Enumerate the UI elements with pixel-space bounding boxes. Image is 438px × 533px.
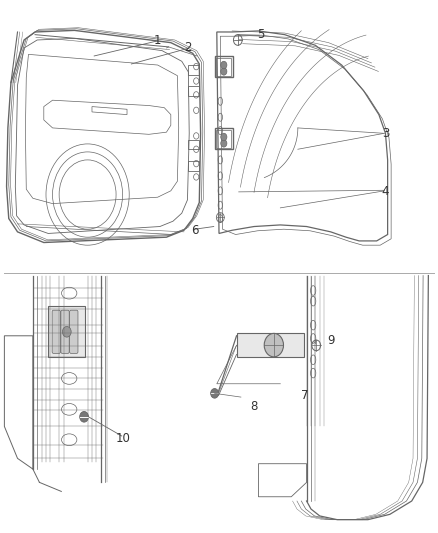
- FancyBboxPatch shape: [70, 310, 78, 353]
- Bar: [237, 333, 304, 357]
- Bar: [188, 86, 199, 96]
- Bar: [215, 56, 233, 77]
- Circle shape: [62, 326, 71, 337]
- Text: 5: 5: [257, 28, 264, 41]
- Circle shape: [80, 411, 88, 422]
- Text: 2: 2: [184, 42, 192, 54]
- Bar: [188, 140, 199, 149]
- Text: 8: 8: [251, 400, 258, 413]
- FancyBboxPatch shape: [61, 310, 69, 353]
- Bar: [216, 58, 231, 76]
- Text: 3: 3: [382, 127, 389, 140]
- Bar: [216, 130, 231, 148]
- Text: 6: 6: [191, 224, 199, 237]
- Circle shape: [221, 68, 227, 75]
- Circle shape: [221, 140, 227, 147]
- Bar: [188, 161, 199, 171]
- Text: 1: 1: [154, 34, 162, 47]
- Bar: [215, 128, 233, 149]
- Bar: [48, 306, 85, 357]
- Circle shape: [221, 61, 227, 69]
- Circle shape: [211, 389, 219, 398]
- FancyBboxPatch shape: [52, 310, 60, 353]
- Text: 4: 4: [381, 185, 389, 198]
- Text: 9: 9: [327, 334, 335, 346]
- Circle shape: [221, 133, 227, 141]
- Text: 7: 7: [300, 389, 308, 402]
- Circle shape: [264, 334, 283, 357]
- Text: 10: 10: [115, 432, 130, 445]
- Bar: [188, 65, 199, 75]
